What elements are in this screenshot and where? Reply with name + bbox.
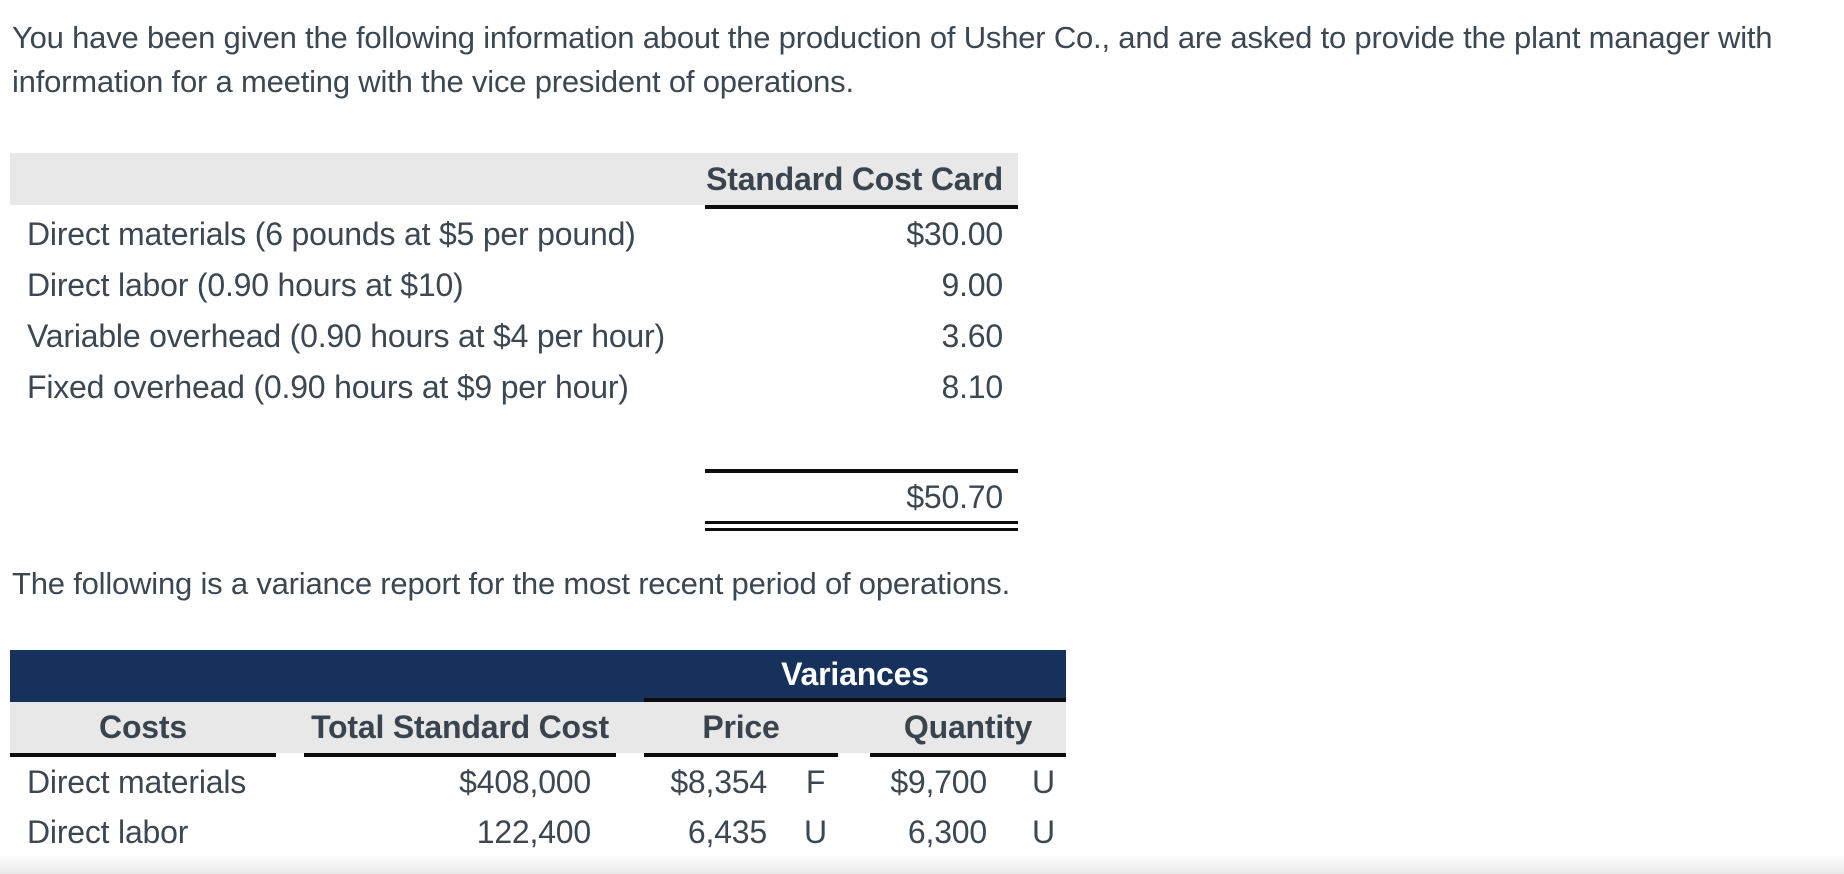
cost-name: Direct labor	[27, 813, 189, 850]
column-header-total-standard-cost: Total Standard Cost	[311, 709, 609, 745]
variances-group-header: Variances	[644, 650, 1066, 702]
cost-card-header-rule	[705, 205, 1018, 209]
column-header-underlines	[10, 753, 1066, 757]
cost-name: Direct materials	[27, 763, 247, 800]
row-value: 3.60	[941, 318, 1004, 354]
quantity-variance-cell: $9,700 U	[870, 764, 1066, 801]
variance-row-direct-labor: Direct labor 122,400 6,435 U 6,300 U	[10, 807, 1066, 857]
cost-card-header-band: Standard Cost Card	[10, 153, 1018, 205]
cost-card-double-rule	[705, 521, 1018, 531]
cost-card-total-rule	[705, 469, 1018, 473]
price-variance-cell: $8,354 F	[644, 764, 838, 801]
row-label: Fixed overhead (0.90 hours at $9 per hou…	[27, 369, 629, 405]
cost-card-row-direct-labor: Direct labor (0.90 hours at $10) 9.00	[10, 260, 1018, 311]
variance-table-group-header-row: Variances	[10, 650, 1066, 702]
column-header-price: Price	[702, 709, 780, 745]
total-standard-cost-value: 122,400	[476, 813, 591, 850]
underline-price	[644, 753, 838, 757]
problem-intro-text: You have been given the following inform…	[12, 20, 1773, 99]
row-label: Direct materials (6 pounds at $5 per pou…	[27, 216, 636, 252]
underline-quantity	[870, 753, 1066, 757]
row-value: 8.10	[941, 369, 1004, 405]
quantity-variance-cell: 6,300 U	[870, 814, 1066, 851]
column-header-quantity: Quantity	[903, 709, 1033, 745]
bottom-edge-strip	[0, 856, 1844, 874]
quantity-variance-value: $9,700	[890, 763, 987, 800]
variance-row-direct-materials: Direct materials $408,000 $8,354 F $9,70…	[10, 757, 1066, 807]
quantity-variance-flag: U	[1032, 763, 1055, 800]
column-header-costs: Costs	[99, 709, 187, 745]
cost-card-row-variable-overhead: Variable overhead (0.90 hours at $4 per …	[10, 311, 1018, 362]
cost-card-total-value: $50.70	[906, 478, 1003, 515]
price-variance-flag: F	[805, 763, 826, 800]
row-label: Direct labor (0.90 hours at $10)	[27, 267, 464, 303]
cost-card-rows: Direct materials (6 pounds at $5 per pou…	[10, 209, 1018, 413]
variance-table-column-header-row: Costs Total Standard Cost Price Quantity	[10, 702, 1066, 753]
variance-report-intro-text: The following is a variance report for t…	[12, 566, 1010, 601]
row-value: 9.00	[941, 267, 1004, 303]
price-variance-flag: U	[804, 813, 827, 850]
underline-costs	[10, 753, 276, 757]
standard-cost-card-table: Standard Cost Card Direct materials (6 p…	[10, 153, 1018, 531]
row-value: $30.00	[906, 216, 1003, 252]
cost-card-row-direct-materials: Direct materials (6 pounds at $5 per pou…	[10, 209, 1018, 260]
cost-card-row-fixed-overhead: Fixed overhead (0.90 hours at $9 per hou…	[10, 362, 1018, 413]
cost-card-header: Standard Cost Card	[706, 161, 1003, 197]
price-variance-cell: 6,435 U	[644, 814, 838, 851]
quantity-variance-flag: U	[1032, 813, 1055, 850]
variance-report-table: Variances Costs Total Standard Cost Pric…	[10, 650, 1066, 857]
row-label: Variable overhead (0.90 hours at $4 per …	[27, 318, 665, 354]
underline-total-standard-cost	[304, 753, 616, 757]
cost-card-total-row: $50.70	[10, 473, 1018, 521]
total-standard-cost-value: $408,000	[459, 763, 591, 800]
quantity-variance-value: 6,300	[907, 813, 987, 850]
price-variance-value: $8,354	[670, 763, 767, 800]
price-variance-value: 6,435	[687, 813, 767, 850]
